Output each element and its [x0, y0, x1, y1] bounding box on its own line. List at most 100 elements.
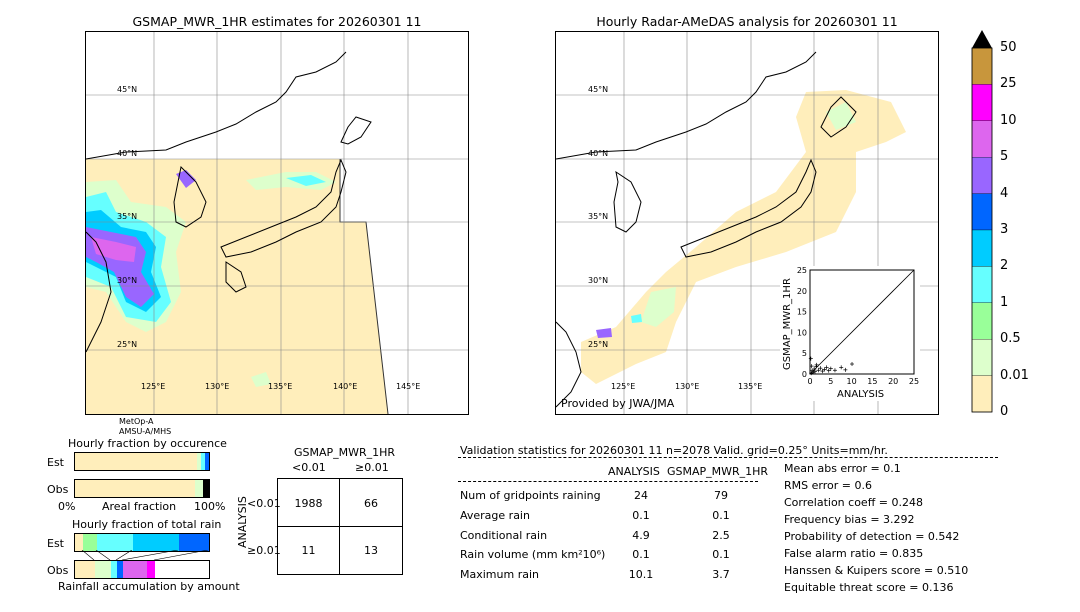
score-line: False alarm ratio = 0.835 — [784, 547, 924, 560]
scatter-point — [826, 368, 831, 373]
stat-row-gsmap: 0.1 — [712, 509, 730, 522]
scatter-xtick-label: 0 — [807, 377, 812, 386]
contingency-col-lt: <0.01 — [292, 461, 326, 474]
accumulation-footer: Rainfall accumulation by amount — [58, 580, 240, 593]
right-map — [555, 31, 939, 415]
contingency-cell-11: 13 — [364, 544, 378, 557]
scatter-ytick-label: 5 — [802, 349, 807, 358]
scatter-point — [818, 366, 823, 371]
left-lat-30: 30°N — [117, 276, 138, 285]
stat-row-analysis: 0.1 — [632, 509, 650, 522]
stat-row-gsmap: 3.7 — [712, 568, 730, 581]
contingency-hline — [278, 526, 402, 527]
stat-row-analysis: 24 — [634, 489, 648, 502]
colorbar-segment — [971, 375, 993, 413]
colorbar-svg — [971, 30, 993, 413]
scatter-point — [850, 362, 855, 367]
right-coastline — [556, 51, 857, 408]
contingency-table: 1988 66 11 13 — [277, 478, 403, 575]
acc-obs-seg2 — [95, 561, 111, 578]
right-lon-135: 135°E — [738, 382, 763, 391]
acc-obs-seg5 — [123, 561, 147, 578]
scatter-inset: 0 0 5 5 10 10 15 15 20 20 25 25 — [780, 266, 920, 401]
scatter-point — [809, 371, 814, 376]
occurrence-title: Hourly fraction by occurence — [68, 437, 227, 450]
accumulation-bar-est — [74, 533, 210, 552]
validation-col-gsmap: GSMAP_MWR_1HR — [667, 465, 769, 478]
left-coastline — [86, 51, 372, 353]
contingency-row-lt: <0.01 — [247, 497, 281, 510]
scatter-ytick-label: 10 — [797, 328, 807, 337]
right-lon-125: 125°E — [611, 382, 636, 391]
sensor-line-1: MetOp-A — [119, 417, 154, 426]
stat-row-gsmap: 79 — [714, 489, 728, 502]
right-lat-25: 25°N — [588, 340, 609, 349]
scatter-point — [843, 367, 848, 372]
stat-row-label: Maximum rain — [460, 568, 539, 581]
acc-est-seg5 — [179, 534, 209, 551]
scatter-point — [812, 367, 817, 372]
colorbar-tick-label: 10 — [1000, 112, 1017, 128]
scatter-point — [824, 365, 829, 370]
occ-obs-seg1 — [195, 480, 203, 497]
data-credit: Provided by JWA/JMA — [561, 397, 675, 410]
scatter-diagonal — [809, 269, 915, 375]
colorbar-tick-label: 4 — [1000, 185, 1009, 201]
colorbar-segment — [971, 229, 993, 267]
scatter-point — [832, 368, 837, 373]
stat-row-analysis: 10.1 — [628, 568, 654, 581]
stat-row-label: Rain volume (mm km²10⁶) — [460, 548, 606, 561]
colorbar-segment — [971, 120, 993, 158]
stat-row-label: Average rain — [460, 509, 530, 522]
acc-obs-seg6 — [147, 561, 155, 578]
scatter-xtick-label: 15 — [867, 377, 877, 386]
occ-est-seg2 — [201, 453, 205, 470]
scatter-point — [839, 365, 844, 370]
scatter-point — [808, 356, 813, 361]
stat-row-analysis: 0.1 — [632, 548, 650, 561]
colorbar-tick-label: 25 — [1000, 76, 1017, 92]
right-lat-45: 45°N — [588, 85, 609, 94]
right-lat-40: 40°N — [588, 149, 609, 158]
colorbar-tick-label: 0.5 — [1000, 331, 1021, 347]
sensor-line-2: AMSU-A/MHS — [119, 427, 172, 436]
occ-est-seg3 — [205, 453, 209, 470]
scatter-xlabel: ANALYSIS — [837, 389, 885, 400]
colorbar — [968, 28, 996, 418]
colorbar-tick-label: 0.01 — [1000, 367, 1029, 383]
score-line: Mean abs error = 0.1 — [784, 462, 901, 475]
stat-row-gsmap: 2.5 — [712, 529, 730, 542]
left-lon-140: 140°E — [333, 382, 358, 391]
occurrence-row-est: Est — [47, 456, 64, 469]
colorbar-tick-label: 2 — [1000, 258, 1009, 274]
left-grid — [86, 32, 468, 414]
colorbar-segment — [971, 266, 993, 303]
left-lon-125: 125°E — [141, 382, 166, 391]
right-lat-30: 30°N — [588, 276, 609, 285]
accumulation-connector — [81, 550, 208, 560]
scatter-point — [820, 369, 825, 374]
left-rain-south — [251, 372, 271, 387]
occ-est-seg1 — [197, 453, 201, 470]
contingency-col-ge: ≥0.01 — [355, 461, 389, 474]
contingency-cell-00: 1988 — [294, 497, 323, 510]
colorbar-tick-label: 5 — [1000, 149, 1009, 165]
score-line: Probability of detection = 0.542 — [784, 530, 960, 543]
left-rain-north2 — [286, 175, 326, 186]
scatter-point — [809, 364, 814, 369]
colorbar-outline — [971, 47, 993, 413]
accumulation-bar-obs — [74, 560, 210, 579]
colorbar-tick-label: 50 — [1000, 40, 1017, 55]
occurrence-axis-right: 100% — [194, 500, 226, 513]
acc-est-seg1 — [75, 534, 83, 551]
colorbar-segment — [971, 47, 993, 85]
scatter-point — [822, 367, 827, 372]
scatter-plot: 00 5 5 10 10 15 15 20 20 25 25 — [797, 266, 919, 386]
colorbar-segment — [971, 302, 993, 340]
contingency-title: GSMAP_MWR_1HR — [294, 446, 396, 459]
scatter-xtick-label: 5 — [828, 377, 833, 386]
acc-est-seg3 — [97, 534, 133, 551]
validation-header: Validation statistics for 20260301 11 n=… — [460, 444, 888, 457]
scatter-point — [828, 366, 833, 371]
scatter-xtick-label: 25 — [909, 377, 919, 386]
